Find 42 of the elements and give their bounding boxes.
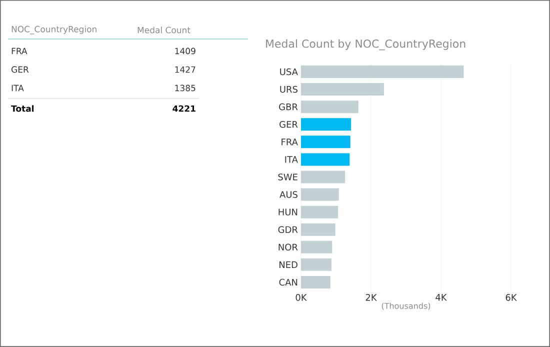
y-tick-label: GDR (278, 226, 298, 234)
y-tick-label: CAN (279, 278, 298, 286)
y-tick-label: GBR (279, 103, 298, 110)
bar (301, 258, 332, 271)
y-tick-label: FRA (282, 138, 298, 146)
bar (301, 170, 346, 184)
x-tick-label: 2K (366, 294, 377, 301)
y-tick-label: NED (279, 261, 298, 268)
bar (301, 223, 336, 236)
text: 4221 (172, 105, 196, 112)
data-label: 1385 (175, 84, 196, 92)
y-tick-label: NOR (278, 244, 298, 251)
y-tick-label: AUS (280, 191, 298, 198)
text: NOC_CountryRegion (12, 26, 96, 34)
x-tick-label: 0K (296, 294, 307, 301)
bar (301, 83, 384, 96)
y-tick-label: URS (280, 86, 298, 93)
y-tick-label: HUN (278, 208, 298, 216)
chart-title: Medal Count by NOC_CountryRegion (266, 39, 466, 50)
bar (301, 118, 352, 131)
bar (301, 240, 332, 254)
x-axis-title: (Thousands) (382, 302, 430, 310)
category-label: GER (12, 66, 29, 73)
y-tick-label: USA (280, 68, 298, 76)
bar (301, 188, 339, 201)
text: Total (11, 105, 34, 112)
y-tick-label: GER (280, 120, 298, 128)
category-label: ITA (12, 84, 24, 92)
y-tick-label: SWE (278, 174, 298, 180)
x-tick-label: 4K (436, 294, 447, 301)
bar (301, 206, 338, 218)
y-tick-label: ITA (285, 156, 298, 163)
x-tick-label: 6K (506, 294, 517, 301)
data-label: 1427 (175, 66, 196, 73)
bar (301, 100, 358, 114)
data-label: 1409 (175, 48, 196, 54)
bar (301, 276, 330, 288)
text: Medal Count (138, 26, 190, 34)
bar (301, 66, 464, 78)
bar (301, 153, 350, 166)
bar (301, 136, 350, 148)
category-label: FRA (12, 48, 28, 54)
